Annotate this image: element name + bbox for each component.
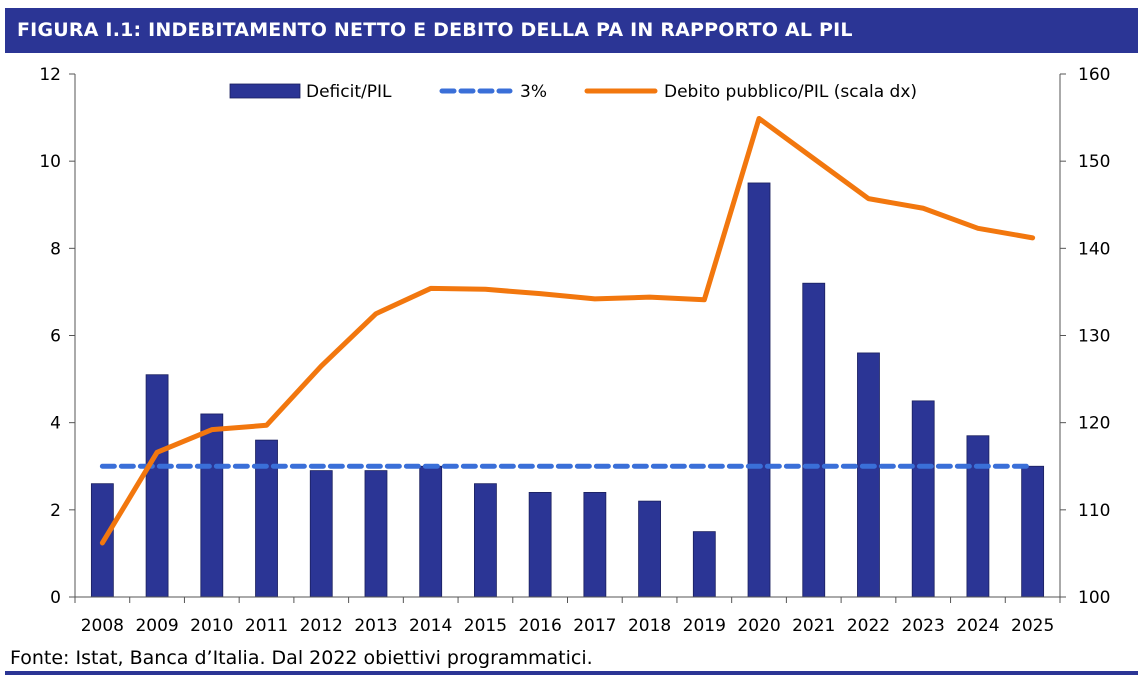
x-tick-label: 2020 [737,616,780,636]
bar-2018 [638,500,661,598]
x-tick-label: 2022 [847,616,890,636]
x-tick-label: 2025 [1011,616,1054,636]
x-tick-label: 2021 [792,616,835,636]
x-tick-label: 2011 [245,616,288,636]
bar-2014 [419,465,443,598]
x-tick-label: 2014 [409,616,452,636]
bar-2009 [145,374,169,598]
x-tick-label: 2019 [683,616,726,636]
legend-label-debt: Debito pubblico/PIL (scala dx) [664,82,917,102]
x-tick-label: 2017 [573,616,616,636]
legend-label-deficit: Deficit/PIL [306,82,392,102]
x-tick-label: 2015 [464,616,507,636]
source-note: Fonte: Istat, Banca d’Italia. Dal 2022 o… [10,647,593,669]
title-bar: FIGURA I.1: INDEBITAMENTO NETTO E DEBITO… [5,8,1138,53]
x-tick-label: 2008 [81,616,124,636]
left-tick-label: 2 [50,501,61,521]
left-tick-label: 10 [39,152,61,172]
bar-2015 [474,483,497,598]
bar-2013 [364,470,388,598]
chart-title: FIGURA I.1: INDEBITAMENTO NETTO E DEBITO… [17,19,853,41]
x-tick-label: 2012 [300,616,343,636]
left-tick-label: 6 [50,327,61,347]
right-tick-label: 110 [1078,501,1110,521]
bar-2012 [309,470,333,598]
bar-2017 [583,491,607,598]
left-tick-label: 12 [39,65,61,85]
x-tick-label: 2013 [354,616,397,636]
bar-2011 [255,439,278,598]
x-tick-label: 2016 [519,616,562,636]
x-tick-label: 2010 [190,616,233,636]
bar-2019 [692,531,716,598]
right-tick-label: 120 [1078,414,1110,434]
right-tick-label: 100 [1078,588,1110,608]
right-tick-label: 130 [1078,327,1110,347]
x-tick-label: 2023 [902,616,945,636]
left-tick-label: 4 [50,414,61,434]
right-tick-label: 150 [1078,152,1110,172]
x-tick-label: 2024 [956,616,999,636]
bar-2016 [528,491,552,598]
x-tick-label: 2018 [628,616,671,636]
bar-2021 [802,282,826,598]
bar-2025 [1021,465,1045,598]
legend-label-threshold: 3% [520,82,547,102]
legend-swatch-deficit [229,83,301,99]
left-tick-label: 8 [50,239,61,259]
bar-2023 [911,400,935,598]
bar-2020 [747,182,771,598]
bar-2022 [857,352,880,598]
x-tick-label: 2009 [135,616,178,636]
bar-2010 [200,413,224,598]
right-tick-label: 140 [1078,239,1110,259]
left-tick-label: 0 [50,588,61,608]
bar-2024 [966,435,990,598]
right-tick-label: 160 [1078,65,1110,85]
footer-divider [5,671,1138,675]
debt-line [99,115,1036,546]
